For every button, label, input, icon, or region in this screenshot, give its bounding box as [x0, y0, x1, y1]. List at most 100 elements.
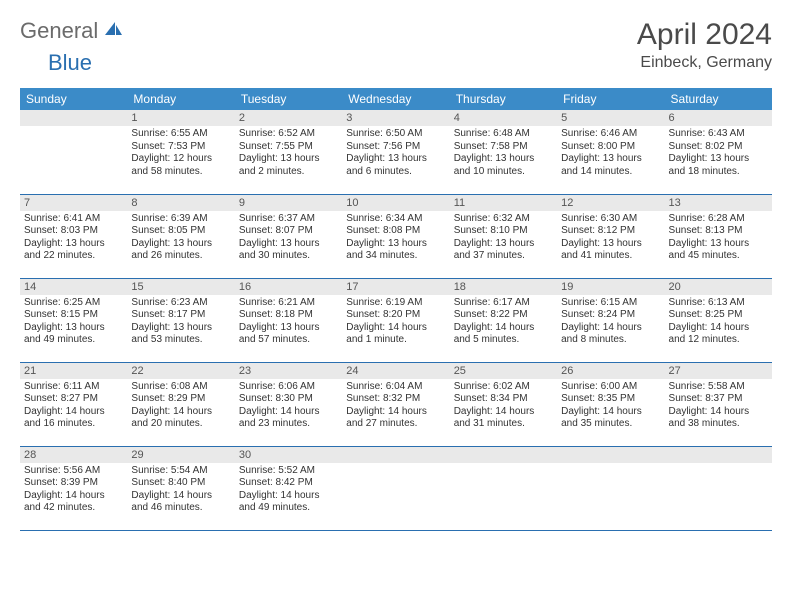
sunrise-text: Sunrise: 6:34 AM	[346, 213, 445, 226]
daylight2-text: and 46 minutes.	[131, 502, 230, 515]
calendar-cell: 15 Sunrise: 6:23 AMSunset: 8:17 PMDayligh…	[127, 278, 234, 362]
daylight1-text: Daylight: 13 hours	[131, 322, 230, 335]
daylight1-text: Daylight: 14 hours	[131, 490, 230, 503]
sunset-text: Sunset: 8:17 PM	[131, 309, 230, 322]
sunset-text: Sunset: 8:13 PM	[669, 225, 768, 238]
cell-body: Sunrise: 6:25 AMSunset: 8:15 PMDaylight:…	[20, 295, 127, 351]
cell-body: Sunrise: 5:54 AMSunset: 8:40 PMDaylight:…	[127, 463, 234, 519]
day-number: 25	[450, 363, 557, 379]
day-number: 15	[127, 279, 234, 295]
calendar-cell: 1Sunrise: 6:55 AMSunset: 7:53 PMDaylight…	[127, 110, 234, 194]
sunset-text: Sunset: 7:53 PM	[131, 141, 230, 154]
daylight2-text: and 49 minutes.	[24, 334, 123, 347]
calendar-cell	[20, 110, 127, 194]
sunset-text: Sunset: 8:20 PM	[346, 309, 445, 322]
cell-body: Sunrise: 6:21 AMSunset: 8:18 PMDaylight:…	[235, 295, 342, 351]
calendar-row: 1Sunrise: 6:55 AMSunset: 7:53 PMDaylight…	[20, 110, 772, 194]
calendar-cell: 12Sunrise: 6:30 AMSunset: 8:12 PMDayligh…	[557, 194, 664, 278]
cell-body: Sunrise: 6:13 AMSunset: 8:25 PMDaylight:…	[665, 295, 772, 351]
sunrise-text: Sunrise: 6:55 AM	[131, 128, 230, 141]
daylight2-text: and 57 minutes.	[239, 334, 338, 347]
calendar-cell: 13Sunrise: 6:28 AMSunset: 8:13 PMDayligh…	[665, 194, 772, 278]
daylight1-text: Daylight: 14 hours	[24, 490, 123, 503]
sunset-text: Sunset: 8:40 PM	[131, 477, 230, 490]
sunset-text: Sunset: 8:22 PM	[454, 309, 553, 322]
day-number: 4	[450, 110, 557, 126]
cell-body: Sunrise: 6:00 AMSunset: 8:35 PMDaylight:…	[557, 379, 664, 435]
daylight2-text: and 20 minutes.	[131, 418, 230, 431]
day-number: 18	[450, 279, 557, 295]
cell-body: Sunrise: 6:52 AMSunset: 7:55 PMDaylight:…	[235, 126, 342, 182]
calendar-cell: 3Sunrise: 6:50 AMSunset: 7:56 PMDaylight…	[342, 110, 449, 194]
calendar-cell: 20Sunrise: 6:13 AMSunset: 8:25 PMDayligh…	[665, 278, 772, 362]
sunrise-text: Sunrise: 6:32 AM	[454, 213, 553, 226]
calendar-cell: 22Sunrise: 6:08 AMSunset: 8:29 PMDayligh…	[127, 362, 234, 446]
daylight1-text: Daylight: 13 hours	[239, 322, 338, 335]
day-number: 22	[127, 363, 234, 379]
daylight2-text: and 23 minutes.	[239, 418, 338, 431]
sunrise-text: Sunrise: 6:13 AM	[669, 297, 768, 310]
logo-text-gray: General	[20, 18, 98, 44]
sunrise-text: Sunrise: 5:56 AM	[24, 465, 123, 478]
daylight2-text: and 38 minutes.	[669, 418, 768, 431]
sunset-text: Sunset: 7:55 PM	[239, 141, 338, 154]
cell-body: Sunrise: 5:56 AMSunset: 8:39 PMDaylight:…	[20, 463, 127, 519]
sunrise-text: Sunrise: 6:39 AM	[131, 213, 230, 226]
cell-body: Sunrise: 5:58 AMSunset: 8:37 PMDaylight:…	[665, 379, 772, 435]
cell-body: Sunrise: 6:39 AMSunset: 8:05 PMDaylight:…	[127, 211, 234, 267]
daylight2-text: and 22 minutes.	[24, 250, 123, 263]
daylight2-text: and 18 minutes.	[669, 166, 768, 179]
calendar-cell: 16Sunrise: 6:21 AMSunset: 8:18 PMDayligh…	[235, 278, 342, 362]
daylight2-text: and 16 minutes.	[24, 418, 123, 431]
sunrise-text: Sunrise: 6:06 AM	[239, 381, 338, 394]
day-number	[450, 447, 557, 463]
sunset-text: Sunset: 8:07 PM	[239, 225, 338, 238]
calendar-cell: 19Sunrise: 6:15 AMSunset: 8:24 PMDayligh…	[557, 278, 664, 362]
calendar-cell: 4Sunrise: 6:48 AMSunset: 7:58 PMDaylight…	[450, 110, 557, 194]
day-number	[342, 447, 449, 463]
sunset-text: Sunset: 8:03 PM	[24, 225, 123, 238]
day-number	[557, 447, 664, 463]
cell-body: Sunrise: 6:19 AMSunset: 8:20 PMDaylight:…	[342, 295, 449, 351]
calendar-row: 28Sunrise: 5:56 AMSunset: 8:39 PMDayligh…	[20, 446, 772, 530]
weekday-header: Tuesday	[235, 88, 342, 110]
cell-body: Sunrise: 6:37 AMSunset: 8:07 PMDaylight:…	[235, 211, 342, 267]
day-number: 17	[342, 279, 449, 295]
daylight2-text: and 1 minute.	[346, 334, 445, 347]
daylight1-text: Daylight: 14 hours	[346, 322, 445, 335]
daylight2-text: and 6 minutes.	[346, 166, 445, 179]
calendar-cell	[450, 446, 557, 530]
cell-body: Sunrise: 6:34 AMSunset: 8:08 PMDaylight:…	[342, 211, 449, 267]
day-number	[665, 447, 772, 463]
sunset-text: Sunset: 7:58 PM	[454, 141, 553, 154]
daylight2-text: and 12 minutes.	[669, 334, 768, 347]
day-number: 9	[235, 195, 342, 211]
daylight2-text: and 8 minutes.	[561, 334, 660, 347]
logo-sail-icon	[102, 20, 124, 43]
cell-body: Sunrise: 6:46 AMSunset: 8:00 PMDaylight:…	[557, 126, 664, 182]
cell-body: Sunrise: 6:32 AMSunset: 8:10 PMDaylight:…	[450, 211, 557, 267]
sunset-text: Sunset: 8:29 PM	[131, 393, 230, 406]
daylight1-text: Daylight: 12 hours	[131, 153, 230, 166]
daylight2-text: and 41 minutes.	[561, 250, 660, 263]
sunset-text: Sunset: 8:39 PM	[24, 477, 123, 490]
daylight2-text: and 45 minutes.	[669, 250, 768, 263]
weekday-header-row: Sunday Monday Tuesday Wednesday Thursday…	[20, 88, 772, 110]
sunrise-text: Sunrise: 6:37 AM	[239, 213, 338, 226]
sunrise-text: Sunrise: 6:41 AM	[24, 213, 123, 226]
cell-body: Sunrise: 6:43 AMSunset: 8:02 PMDaylight:…	[665, 126, 772, 182]
sunrise-text: Sunrise: 6:25 AM	[24, 297, 123, 310]
cell-body: Sunrise: 6:15 AMSunset: 8:24 PMDaylight:…	[557, 295, 664, 351]
sunrise-text: Sunrise: 6:08 AM	[131, 381, 230, 394]
day-number: 3	[342, 110, 449, 126]
sunrise-text: Sunrise: 6:23 AM	[131, 297, 230, 310]
calendar-cell: 8Sunrise: 6:39 AMSunset: 8:05 PMDaylight…	[127, 194, 234, 278]
day-number: 28	[20, 447, 127, 463]
calendar-cell	[665, 446, 772, 530]
sunset-text: Sunset: 8:32 PM	[346, 393, 445, 406]
cell-body: Sunrise: 6:55 AMSunset: 7:53 PMDaylight:…	[127, 126, 234, 182]
sunset-text: Sunset: 8:00 PM	[561, 141, 660, 154]
calendar-cell	[342, 446, 449, 530]
cell-body: Sunrise: 6:50 AMSunset: 7:56 PMDaylight:…	[342, 126, 449, 182]
day-number: 12	[557, 195, 664, 211]
